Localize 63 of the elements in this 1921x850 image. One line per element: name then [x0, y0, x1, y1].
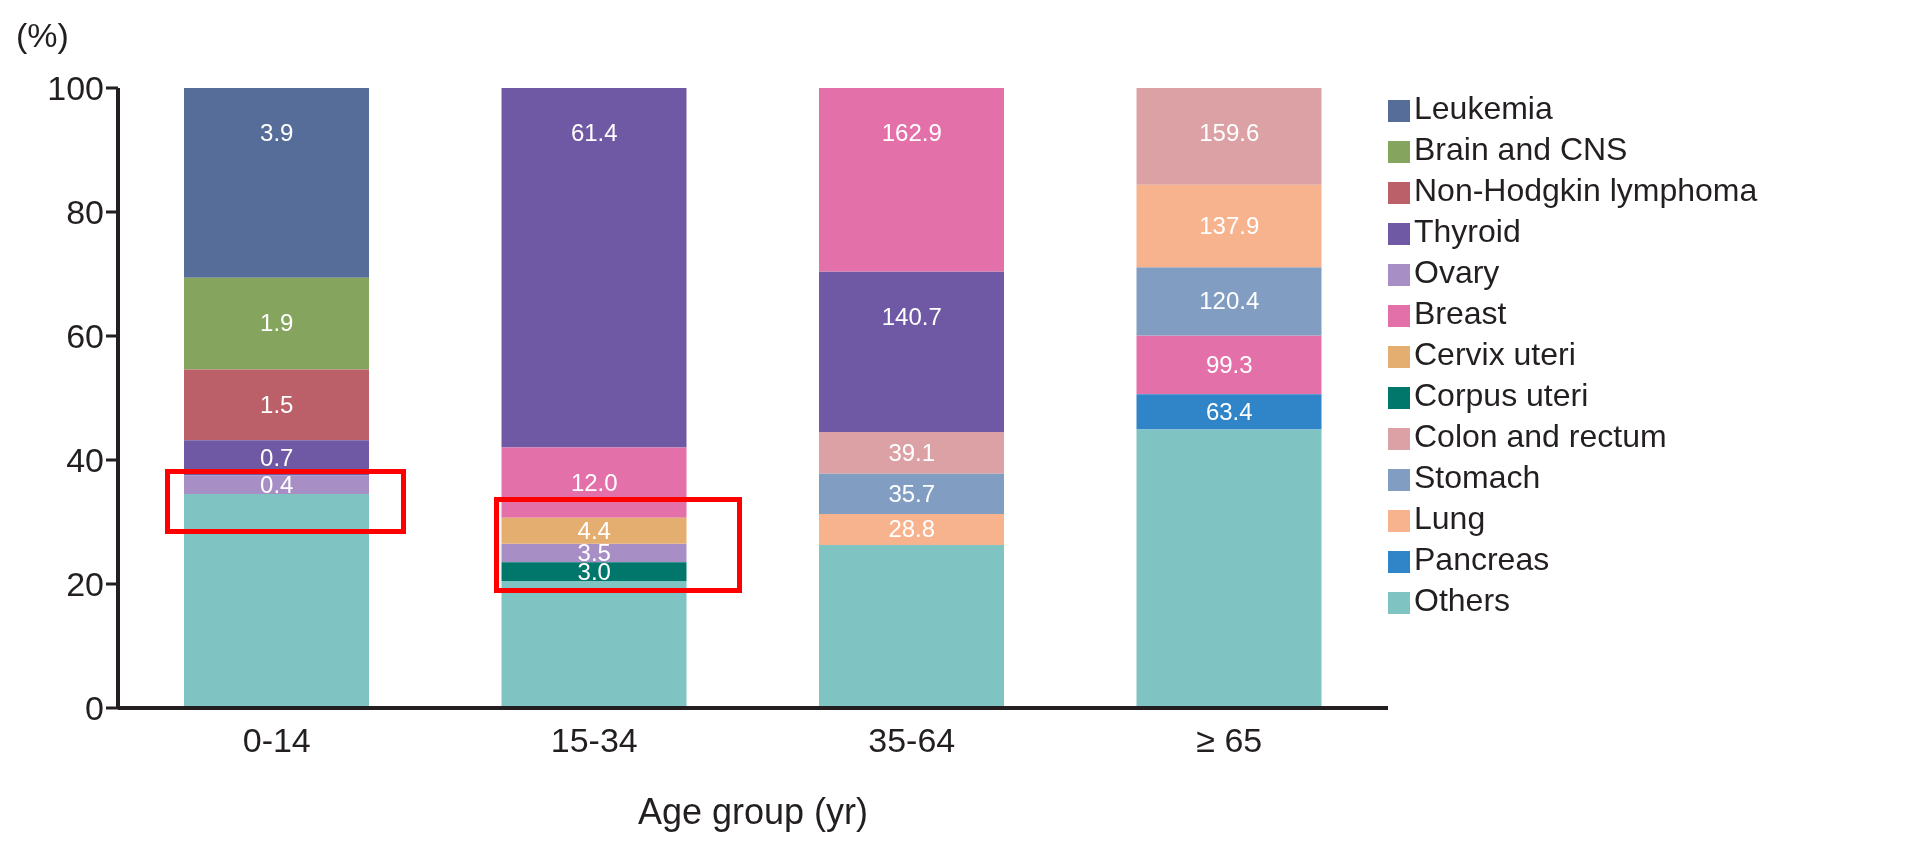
bar [501, 543, 687, 563]
annotation: 4.4 [577, 516, 611, 544]
annotation: 0.7 [260, 443, 294, 471]
legend-label: Cervix uteri [1414, 336, 1576, 372]
annotation: 1.5 [260, 390, 294, 418]
bar [819, 271, 1004, 433]
legend-label: Brain and CNS [1414, 131, 1628, 167]
x-axis-title: Age group (yr) [637, 791, 869, 832]
annotation: 35.7 [888, 479, 936, 507]
legend-label: Corpus uteri [1414, 377, 1589, 413]
annotation: 162.9 [881, 119, 942, 146]
y-tick-label: 0 [85, 689, 104, 728]
legend-label: Stomach [1414, 459, 1541, 495]
annotation: 99.3 [1205, 350, 1253, 378]
bar [1136, 394, 1322, 430]
bar [1136, 88, 1322, 185]
bar [1136, 429, 1322, 708]
annotation: 137.9 [1199, 211, 1260, 239]
y-tick-label: 80 [66, 193, 104, 232]
annotation: 1.9 [260, 308, 294, 336]
annotation: 3.9 [260, 119, 294, 146]
x-tick-label: 15-34 [550, 721, 638, 760]
bar [819, 88, 1004, 272]
annotation: 12.0 [570, 468, 618, 496]
legend-label: Leukemia [1414, 90, 1553, 126]
y-axis-title: (%) [16, 16, 69, 55]
annotation: 61.4 [570, 119, 618, 146]
legend-label: Non-Hodgkin lymphoma [1414, 172, 1758, 208]
legend-label: Thyroid [1414, 213, 1521, 249]
annotation: 159.6 [1199, 119, 1260, 146]
legend-label: Breast [1414, 295, 1507, 331]
bar [819, 513, 1004, 545]
bar [501, 517, 687, 544]
bar [501, 88, 687, 448]
legend-label: Ovary [1414, 254, 1500, 290]
y-tick-label: 20 [66, 565, 104, 604]
annotation: 0.4 [260, 470, 294, 498]
bar [1136, 184, 1322, 268]
legend-label: Lung [1414, 500, 1486, 536]
y-tick-label: 40 [66, 441, 104, 480]
bar [1136, 335, 1322, 395]
bar [1136, 267, 1322, 336]
bar [819, 473, 1004, 514]
annotation: 28.8 [888, 515, 936, 543]
y-tick-label: 60 [66, 317, 104, 356]
annotation: 39.1 [888, 438, 936, 466]
bar [184, 88, 369, 278]
bar [819, 544, 1004, 708]
bar [819, 432, 1004, 474]
x-tick-label: ≥ 65 [1196, 721, 1263, 760]
legend-label: Pancreas [1414, 541, 1550, 577]
annotation: 120.4 [1199, 287, 1260, 315]
annotation: 140.7 [881, 302, 942, 330]
legend-label: Colon and rectum [1414, 418, 1667, 454]
legend-label: Others [1414, 582, 1511, 618]
bar [184, 475, 369, 495]
bar [501, 562, 687, 581]
x-tick-label: 0-14 [242, 721, 311, 760]
annotation: 63.4 [1205, 397, 1253, 425]
bar [184, 369, 369, 441]
y-tick-label: 100 [47, 69, 104, 108]
bar [184, 277, 369, 370]
x-tick-label: 35-64 [868, 721, 956, 760]
